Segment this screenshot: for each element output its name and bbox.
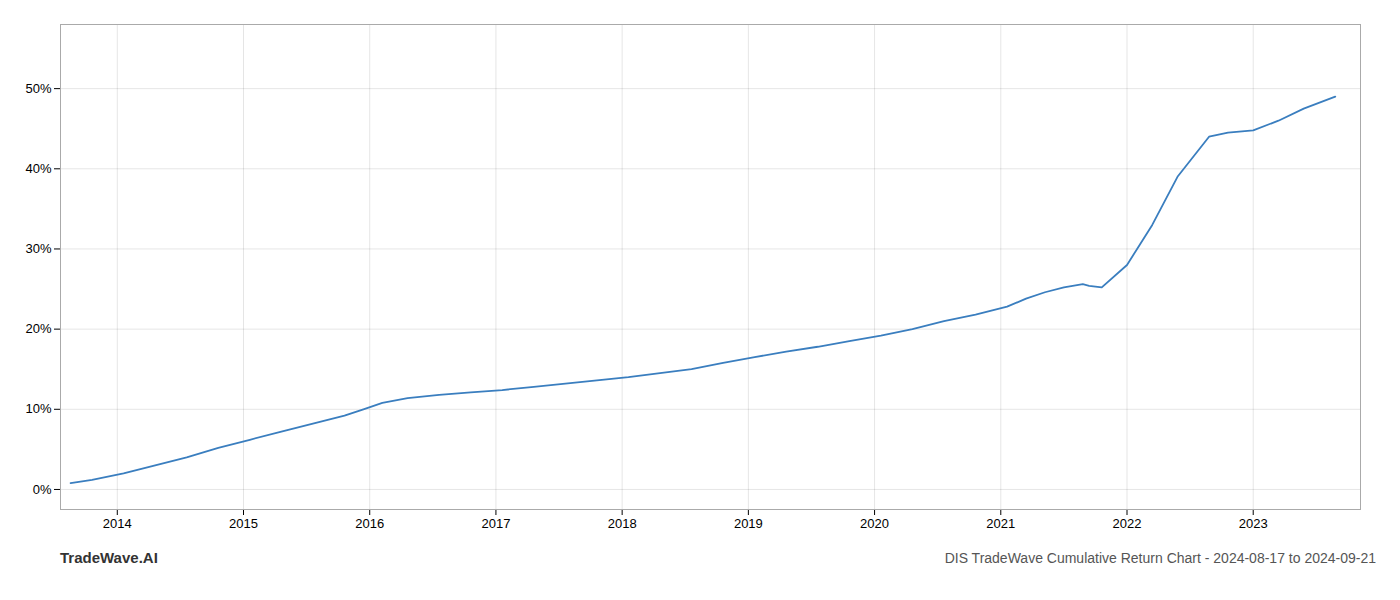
svg-text:2019: 2019 [734,516,763,531]
svg-text:2015: 2015 [229,516,258,531]
svg-text:40%: 40% [25,161,51,176]
html-text:DIS TradeWave Cumulative Retur: DIS TradeWave Cumulative Return Chart - … [944,549,1376,566]
svg-text:10%: 10% [25,401,51,416]
html-text:TradeWave.AI: TradeWave.AI [60,549,158,566]
svg-text:2023: 2023 [1239,516,1268,531]
svg-text:30%: 30% [25,241,51,256]
svg-text:2020: 2020 [860,516,889,531]
svg-text:2016: 2016 [355,516,384,531]
svg-text:0%: 0% [33,482,52,497]
svg-text:2021: 2021 [986,516,1015,531]
svg-text:2022: 2022 [1113,516,1142,531]
svg-text:20%: 20% [25,321,51,336]
svg-text:50%: 50% [25,81,51,96]
svg-text:2017: 2017 [481,516,510,531]
svg-text:2018: 2018 [608,516,637,531]
svg-text:2014: 2014 [103,516,132,531]
